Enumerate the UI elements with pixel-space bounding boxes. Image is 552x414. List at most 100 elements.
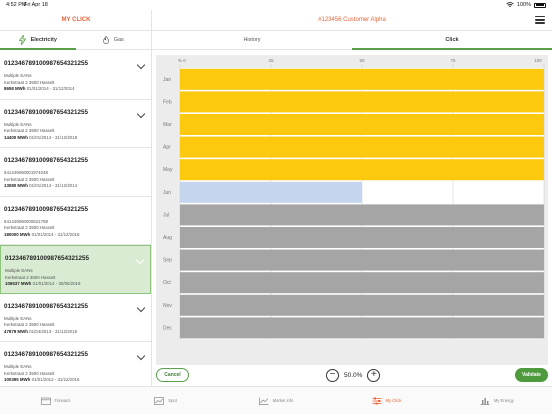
click-panel: History Click % 0 25 50 75 100 Jan Feb Mar Apr Ma…	[152, 31, 552, 386]
nav-spot-label: Spot	[168, 398, 177, 403]
nav-forward[interactable]: Forward	[0, 387, 110, 414]
status-date: Fri Apr 18	[24, 2, 48, 8]
nav-my-click[interactable]: My Click	[331, 387, 441, 414]
bar-jan	[180, 68, 544, 90]
bar-feb	[180, 91, 544, 113]
x-tick-label: 75	[450, 58, 456, 63]
account-id: 012346789100987654321255	[4, 351, 89, 358]
cancel-button[interactable]: Cancel	[156, 368, 189, 382]
list-item[interactable]: 012346789100987654321255 Multiple EANs K…	[0, 294, 151, 342]
bar-jun[interactable]	[180, 181, 362, 203]
bar-mar	[180, 114, 544, 135]
bar-jul[interactable]	[180, 204, 544, 226]
wifi-icon	[506, 2, 514, 7]
list-item-selected[interactable]: 012346789100987654321255 Multiple EANs K…	[0, 245, 151, 294]
account-volume: 106537 MWh	[5, 281, 32, 287]
calendar-icon	[40, 397, 51, 405]
tab-history[interactable]: History	[243, 37, 261, 43]
battery-icon	[534, 2, 546, 8]
account-period: 01/01/2014 - 30/06/2019	[32, 281, 81, 287]
account-id: 012346789100987654321255	[4, 60, 89, 67]
zoom-in-button[interactable]: +	[367, 368, 381, 382]
account-address: Kerkstraat 2 3500 Hasselt	[4, 370, 55, 376]
nav-spot[interactable]: Spot	[110, 387, 220, 414]
account-id: 012346789100987654321255	[4, 108, 89, 116]
category-label: Mar	[163, 122, 172, 128]
account-id: 012346789100987654321255	[4, 302, 89, 310]
x-tick-label: 50	[359, 58, 365, 63]
account-volume: 180000 MWh	[4, 231, 31, 237]
bar-nov[interactable]	[180, 294, 544, 316]
spot-chart-icon	[154, 396, 165, 405]
validate-button[interactable]: Validate	[515, 368, 548, 382]
category-label: May	[163, 167, 173, 173]
account-period: 01/01/2014 - 31/12/2018	[31, 231, 80, 237]
status-time: 4:52 PM	[6, 2, 27, 8]
hamburger-menu-icon[interactable]	[535, 16, 545, 24]
customer-title: #123456 Customer Alpha	[318, 17, 386, 23]
category-label: Apr	[163, 145, 171, 151]
category-label: Dec	[163, 325, 172, 331]
account-id: 012346789100987654321255	[4, 205, 89, 213]
category-label: Jun	[163, 190, 171, 196]
nav-market-info-label: Market info	[272, 398, 294, 403]
nav-forward-label: Forward	[54, 398, 70, 403]
account-ean: Multiple EANs	[4, 364, 32, 369]
bar-sep[interactable]	[180, 249, 544, 271]
x-tick-label: 100	[534, 58, 542, 63]
account-period: 01/01/2014 - 31/12/2014	[29, 183, 78, 189]
sliders-icon	[372, 397, 381, 404]
click-chart-svg: % 0 25 50 75 100 Jan Feb Mar Apr May Jun Jul Aug Sep O…	[163, 58, 545, 340]
bar-may	[180, 159, 544, 181]
account-volume: 8658 MWh	[4, 86, 26, 92]
account-list: 012346789100987654321255 Multiple EANs K…	[0, 51, 151, 386]
view-tabs: History Click	[152, 31, 552, 50]
status-bar: 4:52 PM Fri Apr 18 100%	[0, 0, 552, 10]
section-title: MY CLICK	[61, 17, 91, 23]
bottom-nav: Forward Spot Market info My Click My Ene…	[0, 386, 552, 414]
category-label: Aug	[163, 235, 172, 241]
zoom-out-button[interactable]: −	[326, 368, 339, 382]
tab-electricity-label: Electricity	[30, 37, 57, 43]
app-header: MY CLICK #123456 Customer Alpha	[0, 10, 552, 31]
zoom-control: − 50.0% +	[326, 368, 381, 382]
category-label: Oct	[163, 280, 171, 286]
nav-my-energy[interactable]: My Energy	[442, 387, 552, 414]
list-item[interactable]: 012346789100987654321255 541449060001974…	[0, 148, 151, 197]
account-ean: Multiple EANs	[4, 315, 32, 321]
list-item[interactable]: 012346789100987654321255 Multiple EANs K…	[0, 342, 151, 386]
x-tick-label: % 0	[178, 58, 186, 63]
account-address: Kerkstraat 2 3500 Hasselt	[4, 322, 55, 328]
accounts-panel: Electricity Gas 012346789100987654321255…	[0, 31, 152, 386]
account-ean: Multiple EANs	[4, 121, 32, 127]
account-volume: 100395 MWh	[4, 377, 31, 383]
battery-percent: 100%	[516, 2, 531, 8]
account-id: 012346789100987654321255	[5, 255, 90, 262]
list-item[interactable]: 012346789100987654321255 Multiple EANs K…	[0, 51, 151, 100]
category-label: Jan	[163, 77, 171, 83]
category-label: Nov	[163, 303, 172, 309]
bar-oct[interactable]	[180, 272, 544, 294]
bolt-icon	[18, 35, 26, 45]
nav-my-click-label: My Click	[385, 398, 402, 403]
x-tick-label: 25	[268, 58, 274, 63]
account-address: Kerkstraat 2 3500 Hasselt	[4, 79, 55, 85]
line-chart-icon	[258, 397, 269, 405]
nav-market-info[interactable]: Market info	[221, 387, 331, 414]
account-period: 01/01/2012 - 31/12/2016	[31, 377, 80, 383]
click-chart: % 0 25 50 75 100 Jan Feb Mar Apr May Jun Jul Aug Sep O…	[156, 55, 548, 365]
category-label: Feb	[163, 99, 172, 105]
tab-click[interactable]: Click	[352, 31, 552, 50]
account-id: 012346789100987654321255	[4, 157, 89, 164]
account-ean: 541449060001974048	[4, 170, 48, 175]
tab-gas[interactable]: Gas	[76, 31, 152, 49]
flame-icon	[102, 36, 109, 44]
tab-gas-label: Gas	[113, 37, 124, 43]
bar-dec[interactable]	[180, 317, 544, 339]
bar-aug[interactable]	[180, 227, 544, 248]
account-volume: 14400 MWh	[4, 134, 28, 140]
tab-electricity[interactable]: Electricity	[0, 31, 76, 49]
list-item[interactable]: 012346789100987654321255 Multiple EANs K…	[0, 100, 151, 148]
list-item[interactable]: 012346789100987654321255 541449060000821…	[0, 197, 151, 245]
nav-my-energy-label: My Energy	[493, 398, 514, 403]
